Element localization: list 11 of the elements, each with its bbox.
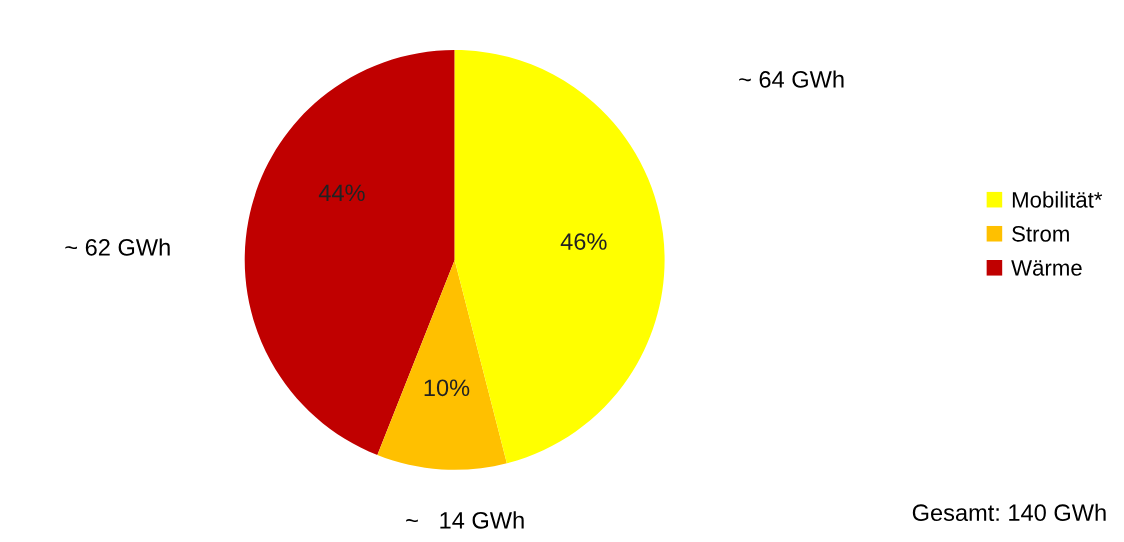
legend-label: Mobilität*	[1012, 191, 1103, 208]
pie-slice	[377, 259, 507, 470]
text: Gesamt: 140 GWh	[912, 503, 1106, 522]
legend-label: Strom	[1012, 226, 1069, 242]
data-label: 10%	[424, 379, 470, 397]
text: ~ 64 GWh	[739, 70, 844, 88]
data-label: 44%	[318, 184, 365, 202]
text: ~ 14 GWh	[406, 511, 524, 529]
data-label: 46%	[560, 233, 607, 250]
text: ~ 62 GWh	[65, 238, 170, 256]
legend-label: Wärme	[1011, 260, 1082, 276]
